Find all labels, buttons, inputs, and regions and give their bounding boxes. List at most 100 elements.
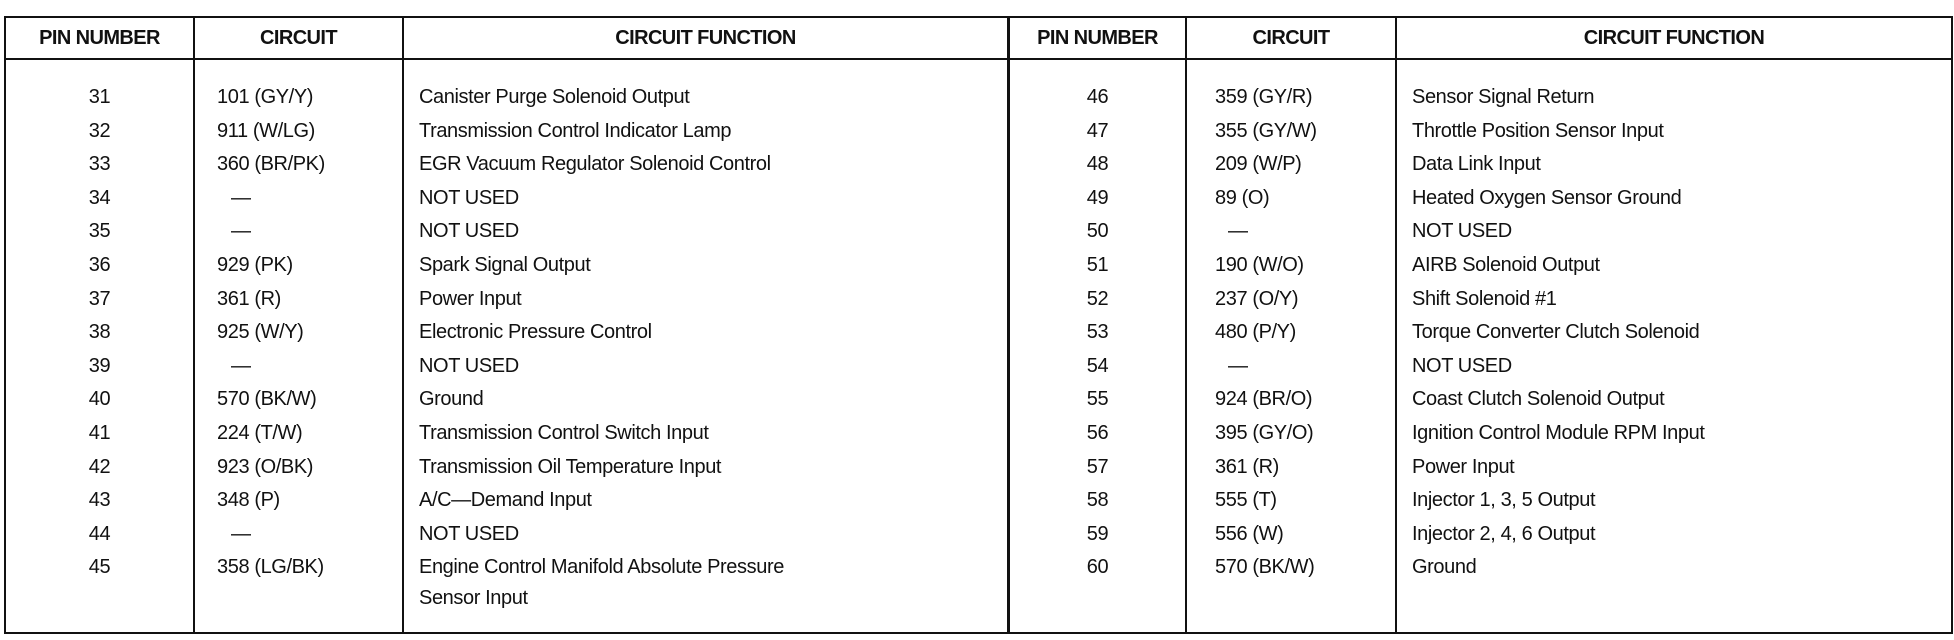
circuit-dash: — [1228,354,1248,377]
header-circuit-function: CIRCUIT FUNCTION [1583,27,1765,49]
circuit-function: A/C—Demand Input [419,489,592,512]
circuit-function: Transmission Control Indicator Lamp [419,119,732,142]
column-divider [193,18,195,632]
column-divider [402,18,404,632]
circuit-code: 929 (PK) [217,254,293,276]
pin-number: 39 [88,354,111,377]
circuit-function: Ground [1412,556,1477,579]
column-divider [1395,18,1397,632]
circuit-code: 89 (O) [1215,186,1270,209]
pin-number: 42 [88,455,111,478]
circuit-function: Injector 2, 4, 6 Output [1412,522,1596,545]
circuit-code: 361 (R) [217,287,281,310]
circuit-code: 923 (O/BK) [217,455,314,478]
circuit-function: Sensor Signal Return [1412,86,1595,108]
circuit-function: NOT USED [1412,354,1512,377]
circuit-code: 925 (W/Y) [217,321,304,344]
circuit-code: 209 (W/P) [1215,153,1302,176]
pin-number: 59 [1086,522,1109,545]
circuit-function: NOT USED [419,220,519,243]
header-circuit: CIRCUIT [260,27,338,49]
circuit-code: 348 (P) [217,489,280,512]
circuit-function: Power Input [419,287,522,310]
circuit-function: EGR Vacuum Regulator Solenoid Control [419,153,771,176]
pin-number: 31 [88,86,111,108]
header-pin-number: PIN NUMBER [39,27,160,49]
pin-number: 48 [1086,153,1109,176]
pin-number: 45 [88,556,111,579]
circuit-function: Transmission Control Switch Input [419,422,709,444]
circuit-dash: — [231,354,251,377]
circuit-function: Throttle Position Sensor Input [1412,119,1664,142]
circuit-code: 360 (BR/PK) [217,153,325,176]
circuit-dash: — [1228,220,1248,243]
circuit-code: 911 (W/LG) [217,119,315,142]
pin-number: 51 [1086,254,1109,276]
circuit-code: 358 (LG/BK) [217,556,324,579]
pin-number: 37 [88,287,111,310]
pin-number: 32 [88,119,111,142]
circuit-function: NOT USED [1412,220,1512,243]
pin-number: 50 [1086,220,1109,243]
pin-number: 43 [88,489,111,512]
circuit-function: Transmission Oil Temperature Input [419,455,722,478]
circuit-function: NOT USED [419,186,519,209]
circuit-function-continued: Sensor Input [419,587,528,610]
circuit-function: Electronic Pressure Control [419,321,652,344]
pin-number: 60 [1086,556,1109,579]
circuit-function: Coast Clutch Solenoid Output [1412,388,1665,411]
circuit-function: NOT USED [419,354,519,377]
pin-number: 35 [88,220,111,243]
pin-number: 52 [1086,287,1109,310]
pin-number: 46 [1086,86,1109,108]
pin-circuit-table: PIN NUMBER CIRCUIT CIRCUIT FUNCTION PIN … [4,16,1953,634]
pin-number: 55 [1086,388,1109,411]
header-circuit-function: CIRCUIT FUNCTION [615,27,796,49]
header-pin-number: PIN NUMBER [1037,27,1158,49]
pin-number: 40 [88,388,111,411]
circuit-code: 395 (GY/O) [1215,422,1314,444]
circuit-code: 190 (W/O) [1215,254,1304,276]
circuit-function: AIRB Solenoid Output [1412,254,1600,276]
circuit-code: 480 (P/Y) [1215,321,1296,344]
circuit-code: 570 (BK/W) [1215,556,1315,579]
circuit-function: Spark Signal Output [419,254,591,276]
pin-number: 53 [1086,321,1109,344]
circuit-code: 924 (BR/O) [1215,388,1313,411]
circuit-dash: — [231,220,251,243]
circuit-code: 555 (T) [1215,489,1277,512]
pin-number: 57 [1086,455,1109,478]
circuit-dash: — [231,522,251,545]
circuit-code: 355 (GY/W) [1215,119,1317,142]
pin-number: 49 [1086,186,1109,209]
pin-number: 56 [1086,422,1109,444]
circuit-function: Power Input [1412,455,1515,478]
circuit-code: 556 (W) [1215,522,1284,545]
circuit-function: Injector 1, 3, 5 Output [1412,489,1596,512]
half-divider [1007,18,1010,632]
circuit-code: 237 (O/Y) [1215,287,1299,310]
pin-number: 44 [88,522,111,545]
circuit-code: 359 (GY/R) [1215,86,1313,108]
circuit-function: Torque Converter Clutch Solenoid [1412,321,1700,344]
pin-number: 41 [88,422,111,444]
pin-number: 58 [1086,489,1109,512]
pin-number: 47 [1086,119,1109,142]
circuit-function: Data Link Input [1412,153,1541,176]
circuit-function: Shift Solenoid #1 [1412,287,1557,310]
pin-number: 36 [88,254,111,276]
pin-number: 34 [88,186,111,209]
pin-number: 54 [1086,354,1109,377]
header-circuit: CIRCUIT [1252,27,1331,49]
circuit-function: Canister Purge Solenoid Output [419,86,690,108]
circuit-function: Ignition Control Module RPM Input [1412,422,1705,444]
pin-number: 38 [88,321,111,344]
column-divider [1185,18,1187,632]
circuit-function: NOT USED [419,522,519,545]
circuit-code: 570 (BK/W) [217,388,317,411]
circuit-function: Ground [419,388,484,411]
circuit-dash: — [231,186,251,209]
circuit-function: Heated Oxygen Sensor Ground [1412,186,1682,209]
pin-number: 33 [88,153,111,176]
circuit-function: Engine Control Manifold Absolute Pressur… [419,556,784,579]
